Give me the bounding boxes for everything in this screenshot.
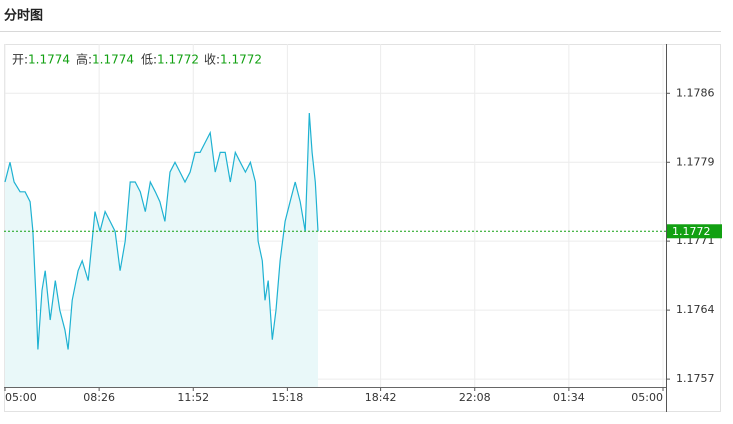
ohlc-label: 收: (204, 53, 220, 67)
ohlc-value: 1.1774 (28, 53, 70, 67)
ohlc-value: 1.1774 (92, 53, 134, 67)
x-tick-label: 05:00 (631, 391, 663, 404)
y-tick-label: 1.1757 (676, 372, 715, 385)
x-tick-label: 05:00 (5, 391, 37, 404)
last-price-label: 1.1772 (672, 225, 711, 238)
ohlc-label: 开: (12, 53, 28, 67)
x-tick-label: 11:52 (177, 391, 209, 404)
ohlc-value: 1.1772 (157, 53, 199, 67)
y-tick-label: 1.1786 (676, 86, 715, 99)
x-tick-label: 15:18 (272, 391, 304, 404)
x-tick-label: 08:26 (83, 391, 115, 404)
page-title: 分时图 (4, 8, 43, 24)
ohlc-label: 低: (141, 53, 157, 67)
x-tick-label: 01:34 (553, 391, 585, 404)
ohlc-label: 高: (76, 52, 92, 67)
price-area (5, 113, 318, 387)
x-tick-label: 22:08 (459, 391, 491, 404)
y-tick-label: 1.1779 (676, 155, 715, 168)
last-price-box (667, 224, 722, 239)
price-line (4, 112, 319, 350)
y-tick-label: 1.1764 (676, 303, 715, 316)
ohlc-value: 1.1772 (220, 53, 262, 67)
x-tick-label: 18:42 (365, 391, 397, 404)
